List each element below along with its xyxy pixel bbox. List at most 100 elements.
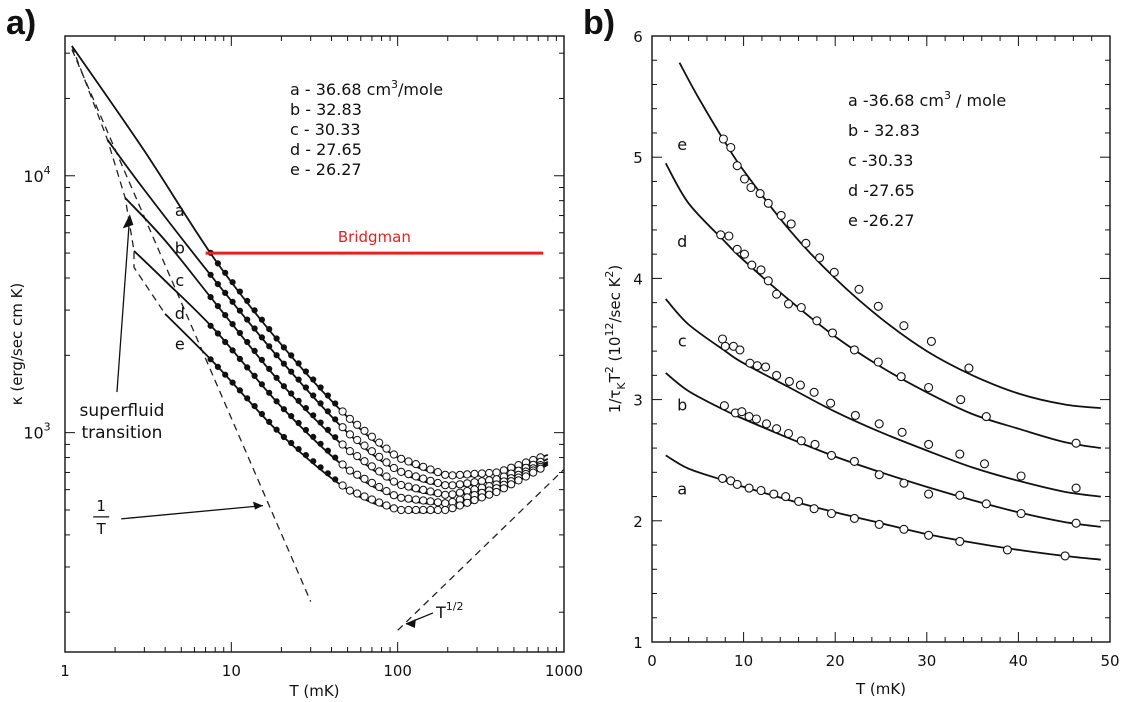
- data-point-b: [295, 376, 302, 383]
- data-point-a: [717, 473, 728, 483]
- data-point-e: [251, 403, 258, 410]
- data-point-a: [463, 470, 472, 479]
- data-point-b: [761, 419, 772, 429]
- data-point-b: [981, 499, 991, 509]
- data-point-e: [258, 410, 265, 418]
- data-point-d: [324, 447, 331, 454]
- data-point-d: [207, 322, 214, 329]
- data-point-a: [485, 468, 494, 478]
- data-point-b: [441, 481, 450, 490]
- data-point-a: [794, 496, 804, 506]
- data-point-b: [426, 476, 435, 485]
- data-point-d: [956, 395, 966, 405]
- x-tick-label-a: 1000: [545, 662, 583, 680]
- legend-unit-tail: /mole: [398, 80, 443, 99]
- data-point-c: [207, 294, 214, 301]
- data-point-c: [761, 362, 771, 372]
- data-point-d: [441, 499, 450, 508]
- x-tick-label-b: 20: [826, 652, 845, 670]
- t-half-exp: 1/2: [446, 600, 464, 613]
- data-point-c: [236, 329, 243, 337]
- data-point-d: [783, 299, 794, 309]
- data-point-c: [360, 457, 369, 466]
- data-point-d: [295, 419, 302, 427]
- data-point-e: [477, 493, 486, 502]
- data-point-e: [302, 452, 309, 459]
- data-point-e: [492, 487, 501, 497]
- series-curve-d: [664, 162, 1101, 449]
- data-point-d: [732, 244, 742, 254]
- data-point-d: [360, 474, 369, 483]
- x-axis-label-b: T (mK): [855, 680, 906, 698]
- t-half-line: [397, 468, 565, 631]
- data-point-c: [897, 427, 907, 437]
- data-point-d: [1071, 438, 1081, 448]
- data-point-a: [448, 471, 457, 480]
- data-point-e: [382, 501, 391, 510]
- data-point-e: [280, 433, 287, 441]
- data-point-e: [829, 267, 839, 277]
- panel-b-label: b): [583, 4, 616, 42]
- data-point-b: [367, 447, 376, 456]
- legend-unit-tail: / mole: [951, 91, 1006, 110]
- data-point-e: [964, 363, 974, 373]
- data-point-c: [222, 312, 229, 319]
- data-point-c: [784, 376, 794, 386]
- data-point-a: [345, 414, 354, 423]
- data-point-b: [324, 408, 331, 415]
- data-point-a: [455, 470, 464, 479]
- data-point-a: [302, 368, 309, 375]
- data-point-d: [724, 231, 734, 241]
- data-point-a: [492, 468, 501, 477]
- data-point-a: [266, 326, 273, 333]
- data-point-a: [441, 470, 450, 479]
- x-tick-label-a: 100: [383, 662, 412, 680]
- data-point-b: [302, 384, 309, 391]
- data-point-b: [389, 463, 398, 473]
- data-point-c: [302, 405, 309, 412]
- one-over-t-arrowhead: [252, 501, 263, 510]
- data-point-d: [756, 265, 766, 275]
- data-point-b: [1071, 518, 1081, 528]
- series-label-e: e: [175, 335, 185, 354]
- y-tick-label-b: 6: [633, 28, 643, 46]
- data-point-a: [367, 432, 376, 441]
- data-point-b: [244, 316, 251, 323]
- data-point-c: [1071, 483, 1081, 493]
- data-point-c: [850, 410, 860, 420]
- data-point-a: [756, 485, 766, 496]
- y-label-sub: K: [615, 382, 628, 390]
- series-line-b: [106, 139, 549, 488]
- legend-text: d -27.65: [848, 181, 915, 200]
- data-point-e: [529, 468, 538, 477]
- data-point-b: [280, 360, 287, 367]
- data-point-b: [236, 307, 243, 314]
- data-point-a: [419, 462, 428, 471]
- data-point-e: [229, 379, 236, 386]
- superfluid-envelope: [71, 45, 166, 315]
- data-point-e: [397, 505, 406, 515]
- data-point-c: [404, 482, 413, 491]
- data-point-c: [772, 370, 782, 380]
- data-point-a: [874, 519, 884, 529]
- data-point-b: [810, 439, 820, 449]
- data-point-e: [507, 480, 516, 489]
- series-label-a: a: [175, 201, 185, 220]
- data-point-a: [236, 288, 243, 295]
- data-point-d: [426, 497, 435, 506]
- data-point-c: [273, 374, 280, 381]
- data-point-d: [338, 460, 347, 469]
- data-point-b: [338, 423, 347, 432]
- data-point-d: [266, 389, 273, 396]
- y-tick-exp: 3: [44, 421, 51, 434]
- data-point-d: [244, 364, 251, 371]
- data-point-a: [781, 492, 791, 502]
- data-point-c: [426, 487, 435, 496]
- data-point-b: [207, 271, 214, 278]
- data-point-e: [411, 505, 420, 515]
- data-point-d: [812, 316, 822, 326]
- data-point-d: [827, 328, 838, 338]
- y-tick-label-b: 2: [633, 513, 643, 531]
- data-point-e: [266, 418, 273, 425]
